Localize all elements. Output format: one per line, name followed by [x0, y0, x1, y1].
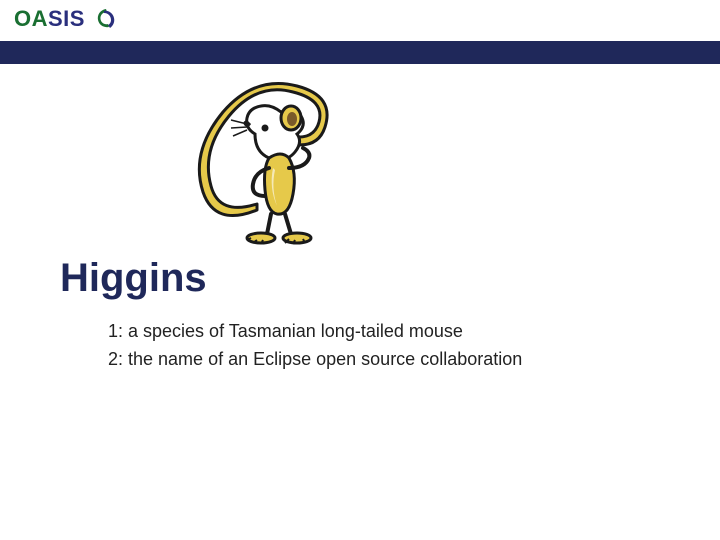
oasis-logo: OASIS	[14, 6, 117, 32]
mouse-mascot-icon	[185, 72, 345, 252]
logo-oa: OA	[14, 6, 48, 31]
logo-sis: SIS	[48, 6, 85, 31]
logo-mark-icon	[93, 7, 117, 31]
definition-list: 1: a species of Tasmanian long-tailed mo…	[108, 318, 522, 374]
definition-item: 1: a species of Tasmanian long-tailed mo…	[108, 318, 522, 346]
header-bar	[0, 41, 720, 64]
definition-item: 2: the name of an Eclipse open source co…	[108, 346, 522, 374]
slide-title: Higgins	[60, 256, 207, 301]
logo-text: OASIS	[14, 6, 85, 32]
slide: OASIS	[0, 0, 720, 540]
